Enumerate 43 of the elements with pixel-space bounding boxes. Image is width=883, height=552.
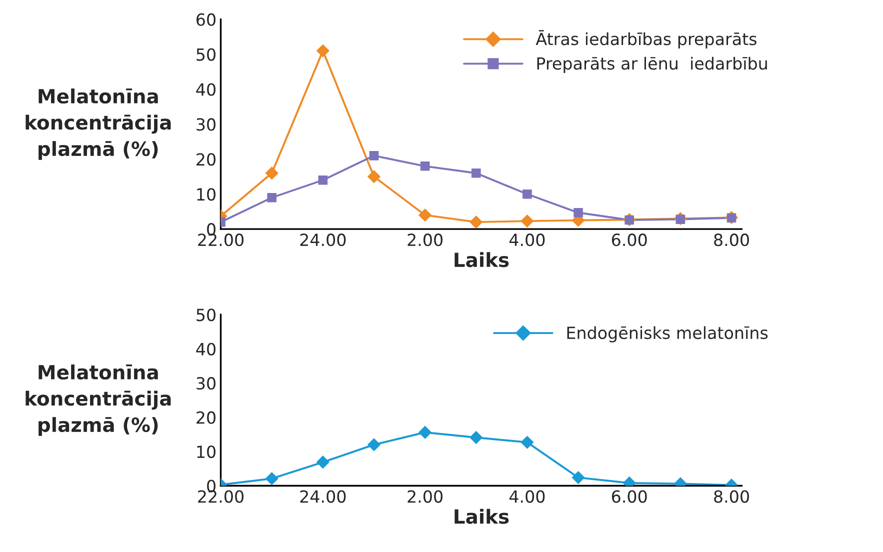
x-tick-label: 4.00: [509, 490, 545, 503]
x-tick-label: 2.00: [408, 490, 442, 503]
point: [470, 216, 483, 229]
point: [367, 170, 381, 184]
y-tick-label: 10: [197, 446, 216, 458]
x-tick-label: 22.00: [198, 234, 244, 246]
legend-label: Endogēnisks melatonīns: [567, 326, 768, 342]
y-tick-label: 40: [196, 342, 216, 356]
y-axis-title: Melatonīna koncentrācija plazmā (%): [26, 88, 171, 160]
point: [418, 208, 432, 222]
x-axis-title: Laiks: [454, 508, 509, 524]
y-axis-title: Melatonīna koncentrācija plazmā (%): [26, 364, 171, 436]
x-tick-label: 4.00: [509, 234, 545, 246]
x-tick-label: 8.00: [714, 490, 749, 503]
y-tick-label: 40: [196, 83, 216, 96]
y-tick-label: 20: [196, 153, 216, 166]
x-tick-label: 8.00: [714, 234, 749, 246]
x-tick-label: 2.00: [408, 234, 442, 246]
legend-label: Preparāts ar lēnu iedarbību: [537, 56, 767, 73]
x-tick-label: 24.00: [300, 234, 346, 246]
x-tick-label: 6.00: [612, 490, 647, 503]
point: [471, 168, 481, 178]
y-tick-label: 50: [196, 308, 216, 322]
x-tick-label: 24.00: [300, 490, 346, 503]
y-tick-label: 30: [196, 377, 216, 390]
x-tick-label: 6.00: [612, 234, 647, 246]
x-tick-label: 22.00: [198, 490, 244, 503]
point: [316, 44, 330, 58]
point: [522, 189, 532, 199]
point: [267, 192, 276, 202]
legend-label: Ātras iedarbības preparāts: [536, 30, 756, 49]
point: [420, 161, 430, 171]
point: [520, 214, 534, 228]
x-axis-title: Laiks: [454, 252, 509, 268]
y-tick-label: 10: [197, 188, 216, 201]
y-tick-label: 50: [196, 48, 216, 61]
y-tick-label: 20: [196, 411, 216, 424]
point: [574, 208, 583, 218]
y-tick-label: 30: [196, 118, 216, 131]
point: [265, 166, 278, 180]
point: [318, 175, 328, 185]
point: [369, 151, 379, 160]
y-tick-label: 60: [196, 13, 216, 26]
